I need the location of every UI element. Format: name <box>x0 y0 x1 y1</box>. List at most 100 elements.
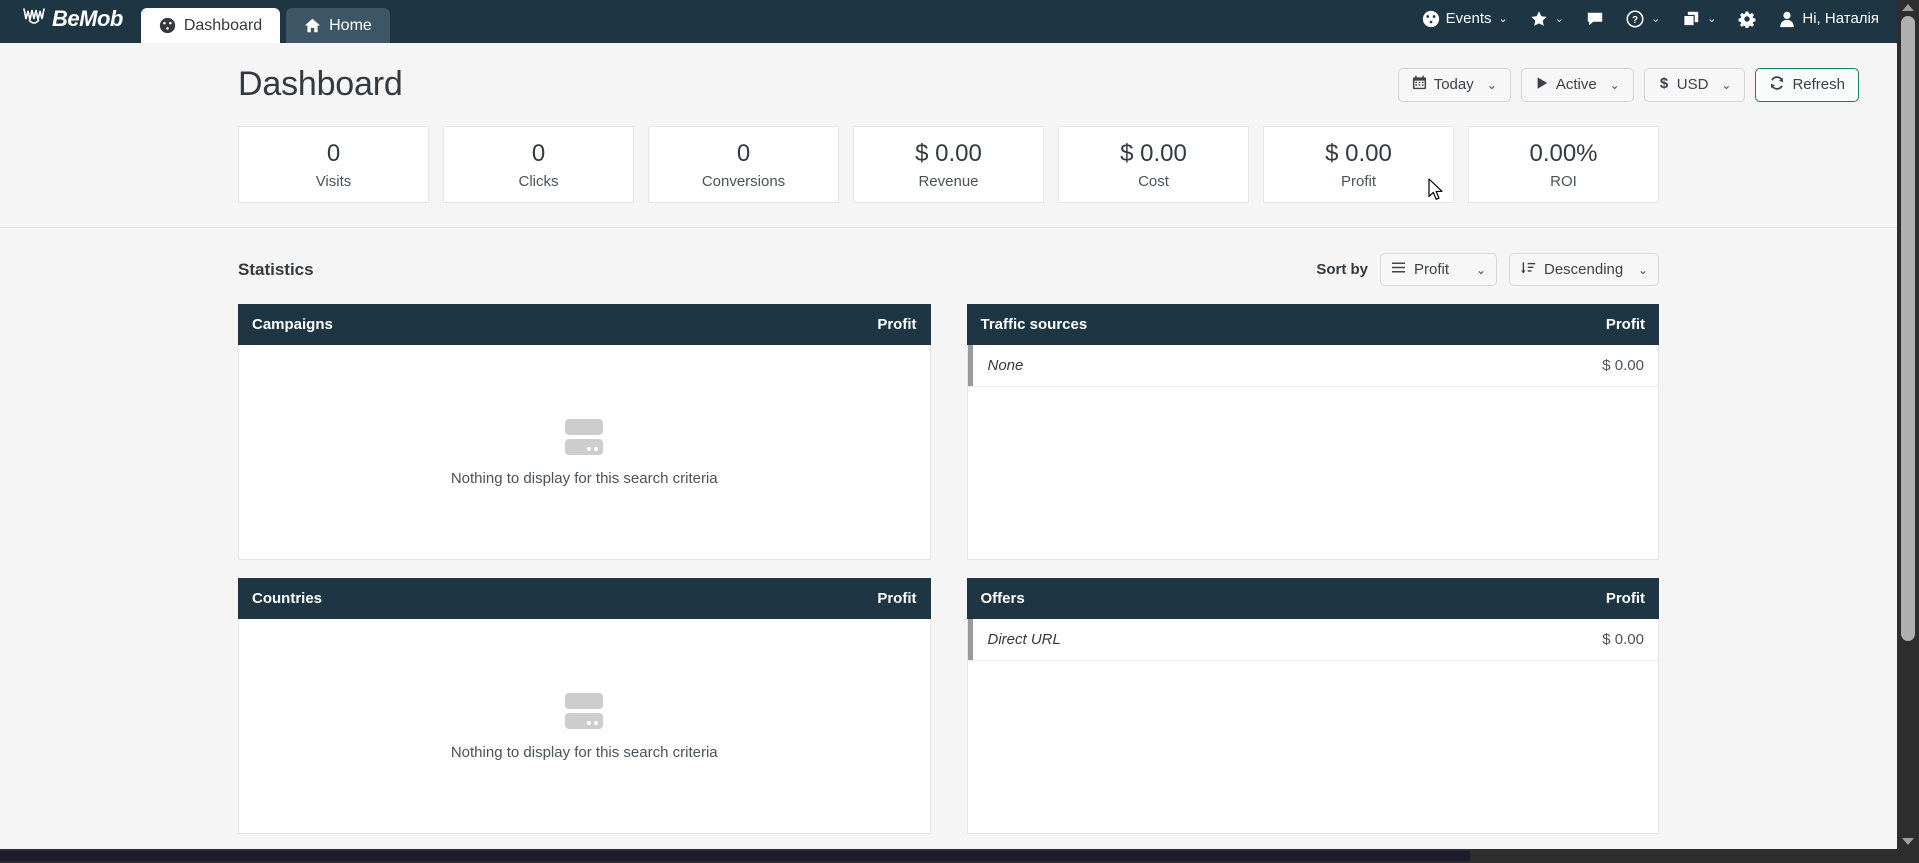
sort-controls: Sort by Profit ⌄ <box>1316 253 1659 286</box>
sort-direction-select[interactable]: Descending ⌄ <box>1509 253 1659 286</box>
header-toolbar: Today ⌄ Active ⌄ $ <box>1397 67 1859 102</box>
empty-state-server-icon <box>565 418 604 456</box>
mouse-cursor <box>1428 178 1445 208</box>
panel-traffic-sources: Traffic sources Profit None $ 0.00 <box>966 304 1659 560</box>
panel-title: Offers <box>980 590 1025 607</box>
metric-label: Conversions <box>701 172 786 190</box>
star-icon <box>1530 10 1548 28</box>
statistics-panels-grid: Campaigns Profit Nothing to display for … <box>238 304 1659 834</box>
refresh-button[interactable]: Refresh <box>1755 67 1859 102</box>
brand-name: BeMob <box>52 6 123 31</box>
panel-metric-label: Profit <box>877 590 917 607</box>
metric-card-revenue[interactable]: $ 0.00 Revenue <box>853 126 1044 203</box>
nav-user-label: Ні, Наталія <box>1802 10 1879 27</box>
refresh-label: Refresh <box>1792 76 1845 93</box>
metric-value: $ 0.00 <box>1120 139 1187 167</box>
nav-user-menu[interactable]: Ні, Наталія <box>1767 4 1883 34</box>
speedometer-icon <box>159 17 176 34</box>
status-filter-button[interactable]: Active ⌄ <box>1520 67 1634 102</box>
tab-home[interactable]: Home <box>286 8 390 43</box>
play-icon <box>1535 76 1549 94</box>
home-icon <box>304 17 321 34</box>
page-title: Dashboard <box>238 65 403 103</box>
panel-body-list: Direct URL $ 0.00 <box>966 619 1659 834</box>
currency-button[interactable]: $ USD ⌄ <box>1643 67 1746 102</box>
panel-countries: Countries Profit Nothing to display for … <box>238 578 931 834</box>
sort-field-value: Profit <box>1414 261 1450 278</box>
chevron-down-icon: ⌄ <box>1475 262 1486 277</box>
bemob-logo-icon <box>22 6 46 32</box>
page-header: Dashboard <box>0 43 1897 104</box>
empty-state-message: Nothing to display for this search crite… <box>450 743 718 761</box>
statistics-title: Statistics <box>238 259 314 279</box>
vertical-scrollbar-thumb[interactable] <box>1901 16 1915 641</box>
chevron-down-icon: ⌄ <box>1486 77 1497 92</box>
svg-text:$: $ <box>1660 75 1669 91</box>
panel-body-empty: Nothing to display for this search crite… <box>238 619 931 834</box>
list-item-name: Direct URL <box>987 631 1061 648</box>
list-item[interactable]: Direct URL $ 0.00 <box>967 619 1658 661</box>
chevron-down-icon: ⌄ <box>1650 13 1661 25</box>
panel-header: Campaigns Profit <box>238 304 931 345</box>
metric-card-profit[interactable]: $ 0.00 Profit <box>1263 126 1454 203</box>
help-circle-icon: ? <box>1626 9 1644 28</box>
tab-home-label: Home <box>329 16 372 34</box>
chevron-down-icon: ⌄ <box>1498 13 1508 25</box>
nav-settings[interactable] <box>1727 4 1767 34</box>
panel-offers: Offers Profit Direct URL $ 0.00 <box>966 578 1659 834</box>
scroll-down-arrow-icon[interactable] <box>1902 838 1914 845</box>
metric-label: Visits <box>315 172 352 190</box>
list-item-value: $ 0.00 <box>1602 631 1644 648</box>
metric-card-cost[interactable]: $ 0.00 Cost <box>1058 126 1249 203</box>
chevron-down-icon: ⌄ <box>1609 77 1620 92</box>
speedometer-icon <box>1422 10 1440 28</box>
nav-events[interactable]: Events ⌄ <box>1411 4 1519 34</box>
list-item[interactable]: None $ 0.00 <box>967 345 1658 387</box>
metric-value: 0.00% <box>1529 139 1598 167</box>
horizontal-scrollbar-thumb[interactable] <box>0 851 1470 861</box>
sort-field-select[interactable]: Profit ⌄ <box>1380 253 1497 286</box>
page-content: Dashboard <box>0 43 1897 861</box>
empty-state-server-icon <box>565 692 604 730</box>
metric-value: 0 <box>736 139 751 167</box>
metric-value: $ 0.00 <box>915 139 982 167</box>
metric-value: 0 <box>326 139 341 167</box>
panel-header: Countries Profit <box>238 578 931 619</box>
horizontal-scrollbar[interactable] <box>0 849 1919 863</box>
dollar-icon: $ <box>1658 75 1670 95</box>
metric-label: Cost <box>1138 172 1169 190</box>
metric-label: Clicks <box>518 172 559 190</box>
chevron-down-icon: ⌄ <box>1721 77 1732 92</box>
empty-state-message: Nothing to display for this search crite… <box>450 469 718 487</box>
metric-card-visits[interactable]: 0 Visits <box>238 126 429 203</box>
nav-chat[interactable] <box>1575 4 1615 34</box>
copy-layers-icon <box>1682 10 1700 28</box>
list-item-name: None <box>987 357 1024 374</box>
nav-favorites[interactable]: ⌄ <box>1519 4 1575 34</box>
nav-workspaces[interactable]: ⌄ <box>1671 4 1727 34</box>
panel-body-list: None $ 0.00 <box>966 345 1659 560</box>
scrollbar-corner <box>1897 849 1919 863</box>
tab-dashboard[interactable]: Dashboard <box>140 8 281 43</box>
panel-title: Campaigns <box>252 316 333 333</box>
user-icon <box>1778 10 1796 28</box>
top-nav-right-group: Events ⌄ ⌄ ? <box>1411 0 1897 43</box>
metric-card-clicks[interactable]: 0 Clicks <box>443 126 634 203</box>
date-range-button[interactable]: Today ⌄ <box>1397 67 1511 102</box>
panel-campaigns: Campaigns Profit Nothing to display for … <box>238 304 931 560</box>
metric-card-roi[interactable]: 0.00% ROI <box>1468 126 1659 203</box>
date-range-label: Today <box>1433 76 1474 93</box>
panel-body-empty: Nothing to display for this search crite… <box>238 345 931 560</box>
nav-help[interactable]: ? ⌄ <box>1615 4 1671 34</box>
metric-card-conversions[interactable]: 0 Conversions <box>648 126 839 203</box>
status-filter-label: Active <box>1555 76 1597 93</box>
panel-title: Countries <box>252 590 323 607</box>
brand-logo[interactable]: BeMob <box>0 6 141 43</box>
metric-label: Revenue <box>918 172 979 190</box>
vertical-scrollbar[interactable] <box>1897 0 1919 849</box>
top-navigation-bar: BeMob Dashboard Home <box>0 0 1897 43</box>
statistics-section: Statistics Sort by Profit ⌄ <box>0 228 1897 834</box>
currency-label: USD <box>1676 76 1709 93</box>
statistics-header: Statistics Sort by Profit ⌄ <box>238 228 1659 304</box>
scroll-up-arrow-icon[interactable] <box>1902 4 1914 11</box>
